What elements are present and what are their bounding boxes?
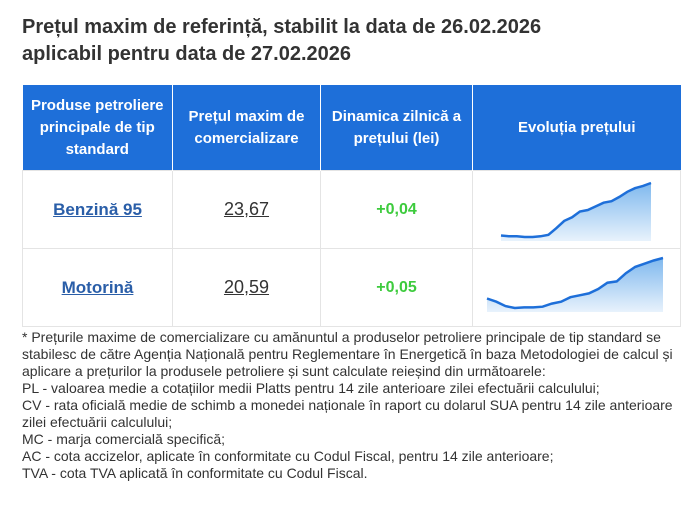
trend-cell <box>472 248 681 327</box>
title-line: aplicabil pentru data de 27.02.2026 <box>22 43 352 65</box>
footnote: MC - marja comercială specifică; <box>22 431 226 447</box>
column-header: Evoluția prețului <box>472 85 681 171</box>
product-cell: Benzină 95 <box>22 170 173 249</box>
table-row: Motorină 20,59 +0,05 <box>22 248 681 327</box>
product-cell: Motorină <box>22 248 173 327</box>
change-cell: +0,05 <box>320 248 473 327</box>
price-cell: 23,67 <box>172 170 321 249</box>
trend-line <box>486 256 664 310</box>
sparkline <box>500 181 652 241</box>
title: Prețul maxim de referință, stabilit la d… <box>22 14 541 68</box>
header-row: Produse petroliere principale de tip sta… <box>22 85 681 171</box>
title-line: Prețul maxim de referință, stabilit la d… <box>22 16 542 38</box>
table-row: Benzină 95 23,67 +0,04 <box>22 170 681 249</box>
trend-area <box>501 183 651 241</box>
price: 20,59 <box>223 277 270 297</box>
price-table: Produse petroliere principale de tip sta… <box>22 85 681 327</box>
footnote: AC - cota accizelor, aplicate în conform… <box>22 448 554 464</box>
product-link[interactable]: Benzină 95 <box>53 200 142 219</box>
change: +0,04 <box>376 200 417 218</box>
change: +0,05 <box>376 278 417 296</box>
column-header: Produse petroliere principale de tip sta… <box>22 85 173 171</box>
change-cell: +0,04 <box>320 170 473 249</box>
column-header: Prețul maxim de comercializare <box>172 85 321 171</box>
footnote: * Prețurile maxime de comercializare cu … <box>22 329 673 379</box>
trend-area <box>487 258 663 312</box>
footnote: CV - rata oficială medie de schimb a mon… <box>22 397 673 430</box>
product-link[interactable]: Motorină <box>61 278 134 297</box>
price: 23,67 <box>223 199 270 219</box>
footnote: PL - valoarea medie a cotațiilor medii P… <box>22 380 600 396</box>
trend-line <box>500 181 652 239</box>
trend-cell <box>472 170 681 249</box>
sparkline <box>486 256 664 312</box>
footnote: TVA - cota TVA aplicată în conformitate … <box>22 465 368 481</box>
price-cell: 20,59 <box>172 248 321 327</box>
footnotes: * Prețurile maxime de comercializare cu … <box>22 329 677 482</box>
column-header: Dinamica zilnică a prețului (lei) <box>320 85 473 171</box>
